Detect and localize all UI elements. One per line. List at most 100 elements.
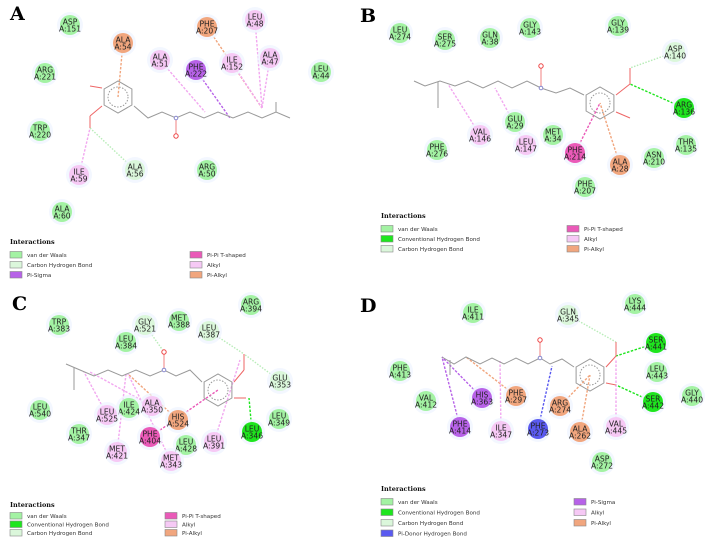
ligand-structure xyxy=(89,80,291,139)
residue-name: PHE xyxy=(530,422,545,431)
panel-label: A xyxy=(9,3,25,25)
residue-id: A:50 xyxy=(198,170,215,179)
residue-name: SER xyxy=(646,395,662,404)
residue-id: A:29 xyxy=(506,122,523,131)
residue-disc xyxy=(60,15,80,35)
legend-label: Carbon Hydrogen Bond xyxy=(398,521,464,527)
residue-id: A:525 xyxy=(96,415,118,424)
residue-disc xyxy=(575,177,595,197)
interaction-line xyxy=(599,102,621,166)
oxygen-atom xyxy=(537,337,543,343)
alkyl-chain xyxy=(413,80,585,96)
residue-disc xyxy=(610,155,630,175)
residue-id: A:44 xyxy=(312,72,329,81)
residue-name: GLY xyxy=(611,19,625,28)
legend-swatch xyxy=(380,529,394,537)
residue-id: A:440 xyxy=(681,396,703,405)
legend-label: Alkyl xyxy=(591,511,605,517)
legend-swatch xyxy=(9,520,23,528)
legend-swatch xyxy=(573,519,587,527)
legend-item: Alkyl xyxy=(566,235,598,243)
residue-name: PHE xyxy=(577,180,592,189)
residue-name: ARG xyxy=(243,298,259,307)
legend-label: Pi-Alkyl xyxy=(207,273,227,279)
legend-item: Conventional Hydrogen Bond xyxy=(9,520,109,529)
residue-name: ALA xyxy=(263,51,279,60)
legend-label: Pi-Sigma xyxy=(27,273,51,279)
residue-id: A:388 xyxy=(168,321,190,330)
residue-id: A:347 xyxy=(490,431,512,440)
residue-disc xyxy=(550,396,570,416)
interaction-line xyxy=(116,373,127,453)
legend-swatch xyxy=(189,261,203,269)
residue-id: A:262 xyxy=(569,432,591,441)
residue-id: A:412 xyxy=(415,401,437,410)
oxygen-bond xyxy=(89,105,103,117)
residue-name: ALA xyxy=(573,425,589,434)
benzene-ring xyxy=(103,80,133,114)
residue-name: PHE xyxy=(429,143,444,152)
aromatic-ring-marker xyxy=(579,364,601,386)
residue-id: A:421 xyxy=(106,452,128,461)
legend-item: Conventional Hydrogen Bond xyxy=(380,235,480,243)
residue-name: ALA xyxy=(128,163,144,172)
legend-title: Interactions xyxy=(381,212,426,220)
residue-name: LEU xyxy=(650,365,665,374)
residue-disc xyxy=(69,424,89,444)
interaction-line xyxy=(559,374,591,407)
residue-disc xyxy=(491,421,511,441)
residue-disc xyxy=(49,315,69,335)
residue-id: A:441 xyxy=(645,343,667,352)
oxygen-bond xyxy=(615,111,631,119)
residue-name: VAL xyxy=(609,420,624,429)
residue-name: ALA xyxy=(145,399,161,408)
legend-swatch xyxy=(9,251,23,259)
residue-id: A:428 xyxy=(175,445,197,454)
residue-id: A:424 xyxy=(118,408,140,417)
oxygen-atom xyxy=(538,63,544,69)
residue-id: A:349 xyxy=(268,419,290,428)
residue-name: GLU xyxy=(507,115,522,124)
residue-name: PHE xyxy=(508,389,523,398)
residue-disc xyxy=(450,417,470,437)
residue-name: ARG xyxy=(199,163,215,172)
residue-name: ILE xyxy=(73,168,84,177)
legend-swatch xyxy=(566,235,580,243)
residue-disc xyxy=(241,295,261,315)
aromatic-ring-marker xyxy=(589,92,611,114)
interaction-line xyxy=(537,365,553,430)
panel-label: B xyxy=(360,5,376,27)
residue-id: A:214 xyxy=(564,153,586,162)
legend-swatch xyxy=(164,512,178,520)
residue-name: VAL xyxy=(473,128,488,137)
residue-id: A:147 xyxy=(515,145,537,154)
residue-id: A:51 xyxy=(151,60,168,69)
residue-name: LEU xyxy=(245,425,260,434)
residue-name: LEU xyxy=(393,26,408,35)
residue-id: A:273 xyxy=(527,429,549,438)
legend-label: Alkyl xyxy=(182,523,196,529)
residue-id: A:384 xyxy=(115,342,137,351)
residue-id: A:56 xyxy=(126,170,143,179)
residue-id: A:414 xyxy=(449,427,471,436)
residue-name: PHE xyxy=(188,63,203,72)
